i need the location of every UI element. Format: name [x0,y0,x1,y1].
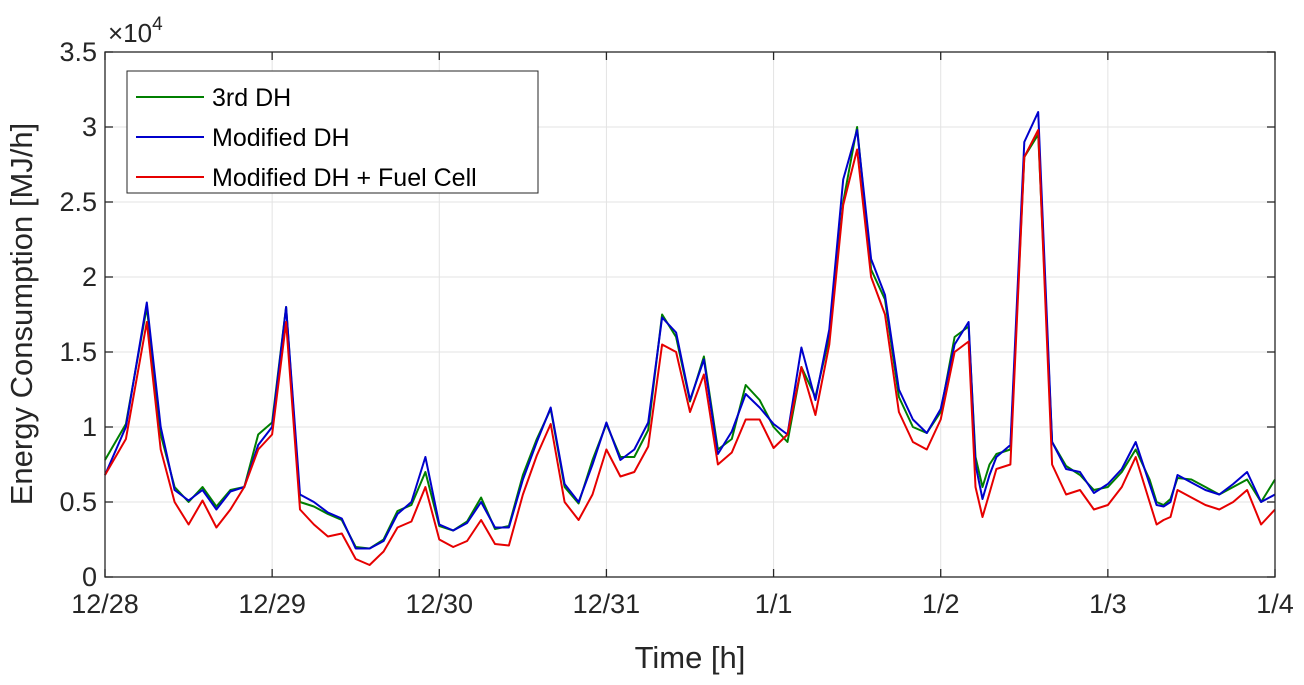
x-tick-label: 12/31 [573,589,641,619]
y-tick-label: 0.5 [59,487,97,517]
y-exponent-multiplier: ×104 [108,14,163,48]
x-tick-label: 12/28 [71,589,139,619]
legend-label-1: 3rd DH [212,84,291,112]
series-lines [104,111,1276,566]
series-line-2 [104,111,1276,550]
y-tick-label: 2 [82,262,97,292]
plot-frame [104,51,1276,578]
y-tick-label: 2.5 [59,187,97,217]
y-tick-label: 3 [82,112,97,142]
y-tick-label: 1.5 [59,337,97,367]
x-axis-label: Time [h] [635,640,746,675]
y-axis-label: Energy Consumption [MJ/h] [4,123,39,506]
series-line-3 [104,129,1276,566]
x-tick-label: 12/30 [405,589,473,619]
legend-box [126,70,539,194]
x-tick-label: 1/4 [1256,589,1294,619]
y-axis-ticks: 0 0.5 1 1.5 2 2.5 3 3.5 [59,37,1275,592]
y-tick-label: 3.5 [59,37,97,67]
y-tick-label: 0 [82,562,97,592]
y-exponent-power: 4 [152,14,163,35]
x-tick-label: 1/2 [922,589,960,619]
x-axis-ticks: 12/28 12/29 12/30 12/31 1/1 1/2 1/3 1/4 [71,52,1294,619]
y-tick-label: 1 [82,412,97,442]
y-exponent-base: ×10 [108,18,152,48]
legend: 3rd DH Modified DH Modified DH + Fuel Cell [126,70,539,194]
legend-label-2: Modified DH [212,124,350,152]
x-tick-label: 1/3 [1089,589,1127,619]
x-tick-label: 12/29 [238,589,306,619]
x-tick-label: 1/1 [755,589,793,619]
legend-label-3: Modified DH + Fuel Cell [212,164,477,192]
